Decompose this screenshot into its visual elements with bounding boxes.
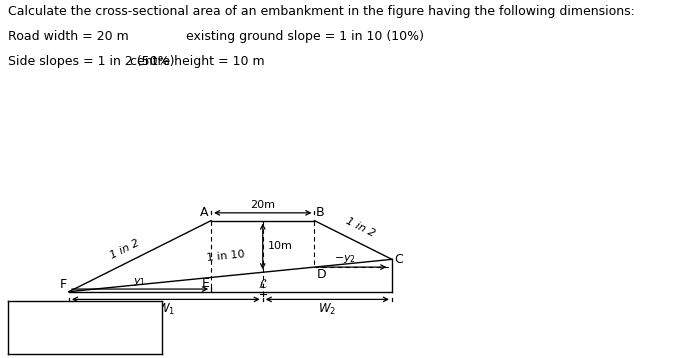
Text: A: A [200, 206, 209, 219]
Text: 1 in 10: 1 in 10 [206, 249, 245, 263]
Text: D: D [317, 268, 327, 281]
Text: C: C [395, 253, 403, 266]
Text: $\mathcal{L}$: $\mathcal{L}$ [258, 278, 268, 291]
Text: B: B [316, 206, 325, 219]
Text: existing ground slope = 1 in 10 (10%): existing ground slope = 1 in 10 (10%) [186, 30, 424, 43]
Text: Calculate the cross-sectional area of an embankment in the figure having the fol: Calculate the cross-sectional area of an… [8, 5, 636, 18]
Text: $y_1$: $y_1$ [134, 276, 146, 287]
Text: E: E [202, 277, 209, 290]
Text: 20m: 20m [251, 200, 275, 210]
Text: 1 in 2: 1 in 2 [108, 238, 141, 261]
Text: F: F [60, 277, 66, 291]
Text: 10m: 10m [268, 241, 293, 251]
Text: $-y_2$: $-y_2$ [335, 253, 356, 265]
Text: 1 in 2: 1 in 2 [344, 216, 377, 239]
Text: centre height = 10 m: centre height = 10 m [130, 55, 264, 68]
Text: Road width = 20 m: Road width = 20 m [8, 30, 129, 43]
Text: $W_1$: $W_1$ [157, 302, 175, 317]
Text: Side slopes = 1 in 2 (50%): Side slopes = 1 in 2 (50%) [8, 55, 175, 68]
Text: $W_2$: $W_2$ [318, 302, 337, 317]
